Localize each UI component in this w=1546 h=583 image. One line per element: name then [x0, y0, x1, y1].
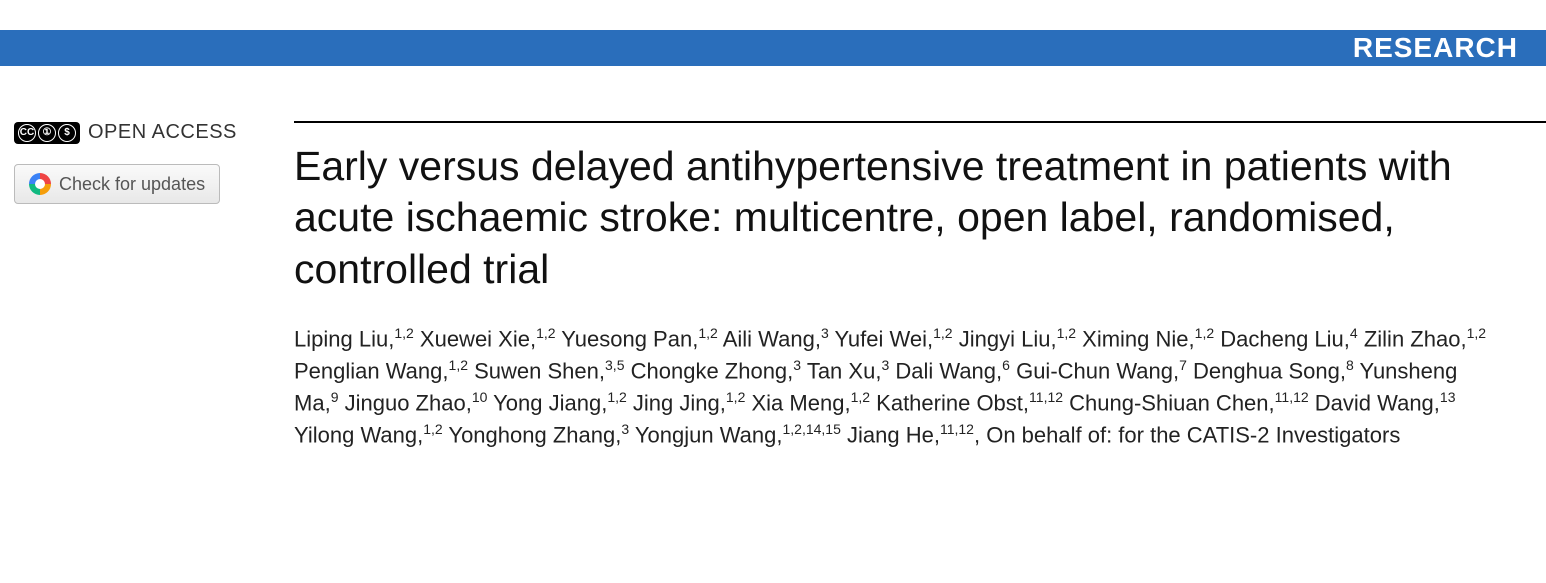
- author-affiliation: 1,2: [698, 325, 717, 341]
- article-title: Early versus delayed antihypertensive tr…: [294, 141, 1506, 295]
- author-name: Katherine Obst: [876, 391, 1023, 416]
- author-name: Yonghong Zhang: [448, 423, 615, 448]
- by-icon: ①: [38, 124, 56, 142]
- author-affiliation: 1,2: [607, 389, 626, 405]
- author-name: Dali Wang: [895, 358, 996, 383]
- author-affiliation: 1,2: [726, 389, 745, 405]
- author-name: Gui-Chun Wang: [1016, 358, 1173, 383]
- cc-icon: CC: [18, 124, 36, 142]
- author-affiliation: 1,2: [449, 357, 468, 373]
- section-label: RESEARCH: [1353, 32, 1518, 64]
- author-affiliation: 1,2,14,15: [782, 421, 840, 437]
- author-name: Aili Wang: [723, 326, 815, 351]
- author-affiliation: 3: [621, 421, 629, 437]
- author-name: David Wang: [1315, 391, 1434, 416]
- author-name: Penglian Wang: [294, 358, 442, 383]
- author-affiliation: 13: [1440, 389, 1456, 405]
- author-affiliation: 1,2: [933, 325, 952, 341]
- author-name: Yuesong Pan: [561, 326, 692, 351]
- author-affiliation: 7: [1179, 357, 1187, 373]
- author-affiliation: 4: [1350, 325, 1358, 341]
- open-access-text: OPEN ACCESS: [88, 121, 237, 144]
- author-name: Zilin Zhao: [1364, 326, 1461, 351]
- author-name: Suwen Shen: [474, 358, 599, 383]
- crossmark-icon: [29, 173, 51, 195]
- author-affiliation: 11,12: [1029, 389, 1063, 405]
- author-name: Yilong Wang: [294, 423, 417, 448]
- author-name: Yong Jiang: [493, 391, 601, 416]
- author-name: Jiang He: [847, 423, 934, 448]
- author-affiliation: 1,2: [423, 421, 442, 437]
- content-row: CC ① $ OPEN ACCESS Check for updates Ear…: [0, 121, 1546, 452]
- author-affiliation: 3: [793, 357, 801, 373]
- nc-icon: $: [58, 124, 76, 142]
- author-name: Liping Liu: [294, 326, 388, 351]
- on-behalf-text: On behalf of: for the CATIS-2 Investigat…: [986, 423, 1400, 448]
- author-name: Jinguo Zhao: [345, 391, 466, 416]
- author-affiliation: 11,12: [1275, 389, 1309, 405]
- author-name: Yufei Wei: [834, 326, 927, 351]
- author-affiliation: 3,5: [605, 357, 624, 373]
- author-list: Liping Liu,1,2 Xuewei Xie,1,2 Yuesong Pa…: [294, 323, 1506, 452]
- author-name: Chongke Zhong: [631, 358, 788, 383]
- cc-license-icon: CC ① $: [14, 122, 80, 144]
- author-affiliation: 1,2: [1467, 325, 1486, 341]
- article-main: Early versus delayed antihypertensive tr…: [294, 121, 1546, 452]
- open-access-badge: CC ① $ OPEN ACCESS: [14, 121, 294, 144]
- author-name: Jing Jing: [633, 391, 720, 416]
- check-updates-label: Check for updates: [59, 174, 205, 195]
- author-name: Jingyi Liu: [959, 326, 1051, 351]
- author-name: Dacheng Liu: [1220, 326, 1344, 351]
- author-affiliation: 1,2: [394, 325, 413, 341]
- author-affiliation: 3: [881, 357, 889, 373]
- author-name: Yongjun Wang: [635, 423, 777, 448]
- author-affiliation: 1,2: [1057, 325, 1076, 341]
- author-affiliation: 1,2: [851, 389, 870, 405]
- check-for-updates-button[interactable]: Check for updates: [14, 164, 220, 204]
- author-affiliation: 3: [821, 325, 829, 341]
- author-affiliation: 8: [1346, 357, 1354, 373]
- author-name: Tan Xu: [807, 358, 876, 383]
- author-name: Chung-Shiuan Chen: [1069, 391, 1268, 416]
- sidebar: CC ① $ OPEN ACCESS Check for updates: [14, 121, 294, 452]
- author-name: Denghua Song: [1193, 358, 1340, 383]
- author-affiliation: 1,2: [536, 325, 555, 341]
- author-affiliation: 10: [472, 389, 488, 405]
- author-name: Xuewei Xie: [420, 326, 530, 351]
- section-banner: RESEARCH: [0, 30, 1546, 66]
- author-name: Ximing Nie: [1082, 326, 1188, 351]
- author-affiliation: 9: [331, 389, 339, 405]
- author-affiliation: 1,2: [1195, 325, 1214, 341]
- author-affiliation: 6: [1002, 357, 1010, 373]
- author-affiliation: 11,12: [940, 421, 974, 437]
- author-name: Xia Meng: [751, 391, 844, 416]
